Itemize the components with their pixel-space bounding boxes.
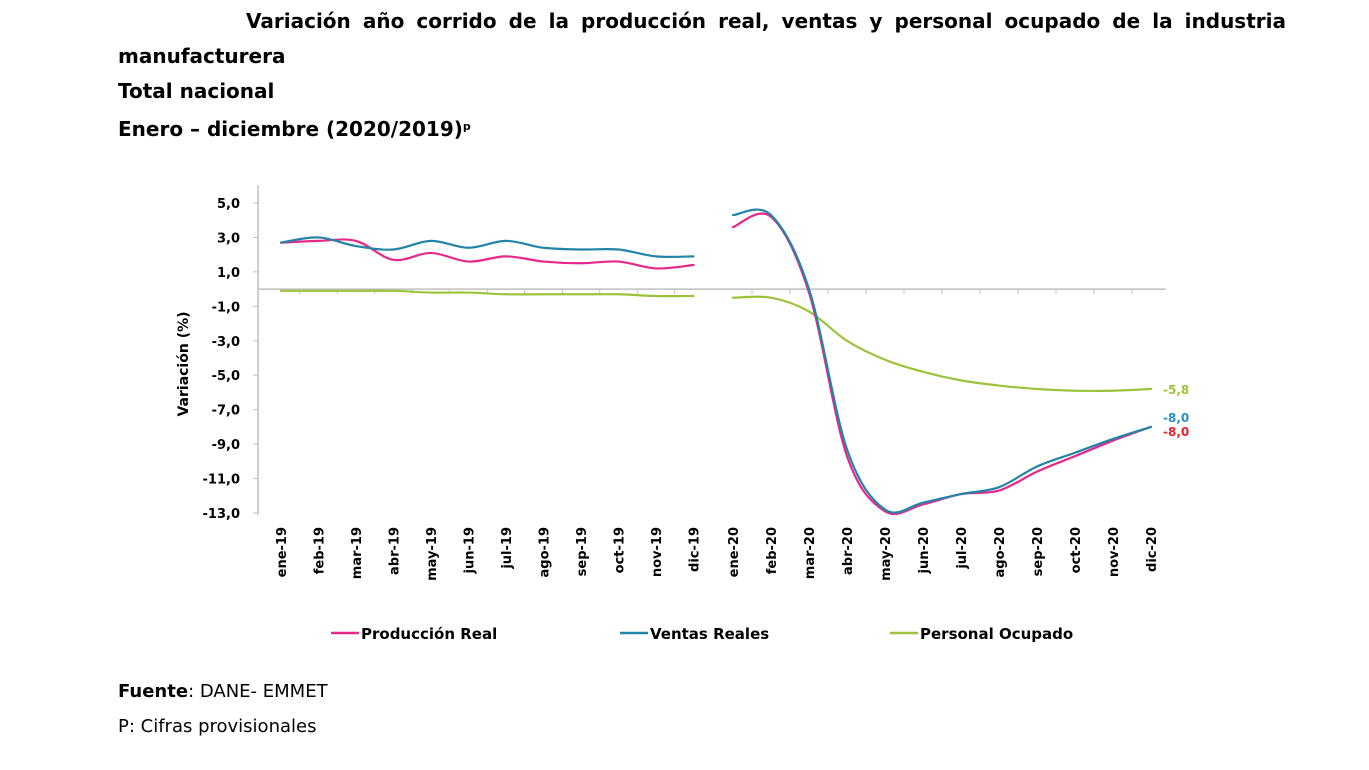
x-tick-label: nov-20: [1107, 527, 1122, 577]
chart-period: Enero – diciembre (2020/2019)p: [118, 109, 1286, 147]
x-tick-label: may-20: [879, 527, 894, 581]
x-tick-label: ene-20: [727, 527, 742, 577]
x-tick-label: sep-20: [1031, 527, 1046, 576]
x-tick-label: nov-19: [650, 527, 665, 577]
source-label: Fuente: [118, 681, 189, 702]
y-tick-label: 5,0: [217, 197, 240, 212]
source-note: Fuente: DANE- EMMET: [118, 681, 328, 702]
chart-legend: Producción Real Ventas Reales Personal Ocu…: [331, 625, 1073, 643]
x-tick-label: jul-20: [955, 527, 970, 570]
series-line-ventas-reales-2020: [731, 208, 1153, 514]
end-value-label: -8,0: [1163, 411, 1189, 425]
series-line-produccion-real-2020: [731, 212, 1153, 516]
end-value-label: -5,8: [1163, 383, 1189, 397]
x-tick-label: jul-19: [500, 527, 515, 570]
y-axis-title: Variación (%): [176, 311, 192, 416]
chart-axes: 5,0 3,0 1,0 -1,0 -3,0 -5,0 -7,0 -9,0 -11,0 -13,0 e…: [176, 185, 1166, 581]
x-tick-label: oct-20: [1069, 527, 1084, 573]
y-tick-label: -1,0: [212, 300, 240, 315]
x-tick-label: dic-20: [1145, 527, 1160, 572]
x-tick-label: oct-19: [613, 527, 628, 573]
chart-series-lines: [279, 208, 1153, 516]
y-tick-label: -7,0: [212, 404, 240, 419]
x-tick-label: feb-20: [765, 527, 780, 574]
series-line-produccion-real-2019: [279, 238, 695, 270]
y-tick-label: 3,0: [217, 231, 240, 246]
provisional-note: P: Cifras provisionales: [118, 716, 317, 737]
y-tick-label: -5,0: [212, 369, 240, 384]
y-tick-label: -13,0: [203, 507, 240, 522]
chart-title-line1: Variación año corrido de la producción r…: [246, 9, 1286, 33]
chart-period-text: Enero – diciembre (2020/2019): [118, 117, 463, 141]
legend-label: Ventas Reales: [650, 625, 769, 643]
x-tick-label: abr-20: [841, 527, 856, 575]
x-tick-label: dic-19: [688, 527, 703, 572]
x-tick-label: ago-20: [993, 527, 1008, 578]
y-tick-label: -11,0: [203, 473, 240, 488]
y-tick-label: 1,0: [217, 266, 240, 281]
chart-period-superscript: p: [462, 120, 471, 133]
series-line-personal-ocupado-2019: [279, 289, 695, 298]
chart-title-line2: manufacturera: [118, 44, 286, 68]
x-tick-label: feb-19: [313, 527, 328, 574]
x-tick-label: mar-19: [350, 527, 365, 579]
legend-label: Producción Real: [361, 625, 497, 643]
end-value-label: -8,0: [1163, 425, 1189, 439]
x-tick-label: ene-19: [275, 527, 290, 577]
x-tick-label: mar-20: [803, 527, 818, 579]
x-tick-label: jun-19: [463, 527, 478, 574]
x-tick-label: jun-20: [917, 527, 932, 574]
legend-label: Personal Ocupado: [920, 625, 1073, 643]
x-tick-label: sep-19: [575, 527, 590, 576]
x-tick-label: abr-19: [388, 527, 403, 575]
chart-end-labels: -5,8 -8,0-8,0: [1163, 383, 1189, 439]
y-tick-label: -9,0: [212, 438, 240, 453]
x-tick-label: may-19: [425, 527, 440, 581]
y-tick-label: -3,0: [212, 335, 240, 350]
chart-subtitle: Total nacional: [118, 79, 275, 103]
series-line-personal-ocupado-2020: [731, 295, 1153, 393]
chart-title-block: Variación año corrido de la producción r…: [118, 4, 1286, 147]
x-tick-label: ago-19: [538, 527, 553, 578]
source-value: : DANE- EMMET: [188, 681, 328, 702]
series-line-ventas-reales-2019: [279, 236, 695, 258]
